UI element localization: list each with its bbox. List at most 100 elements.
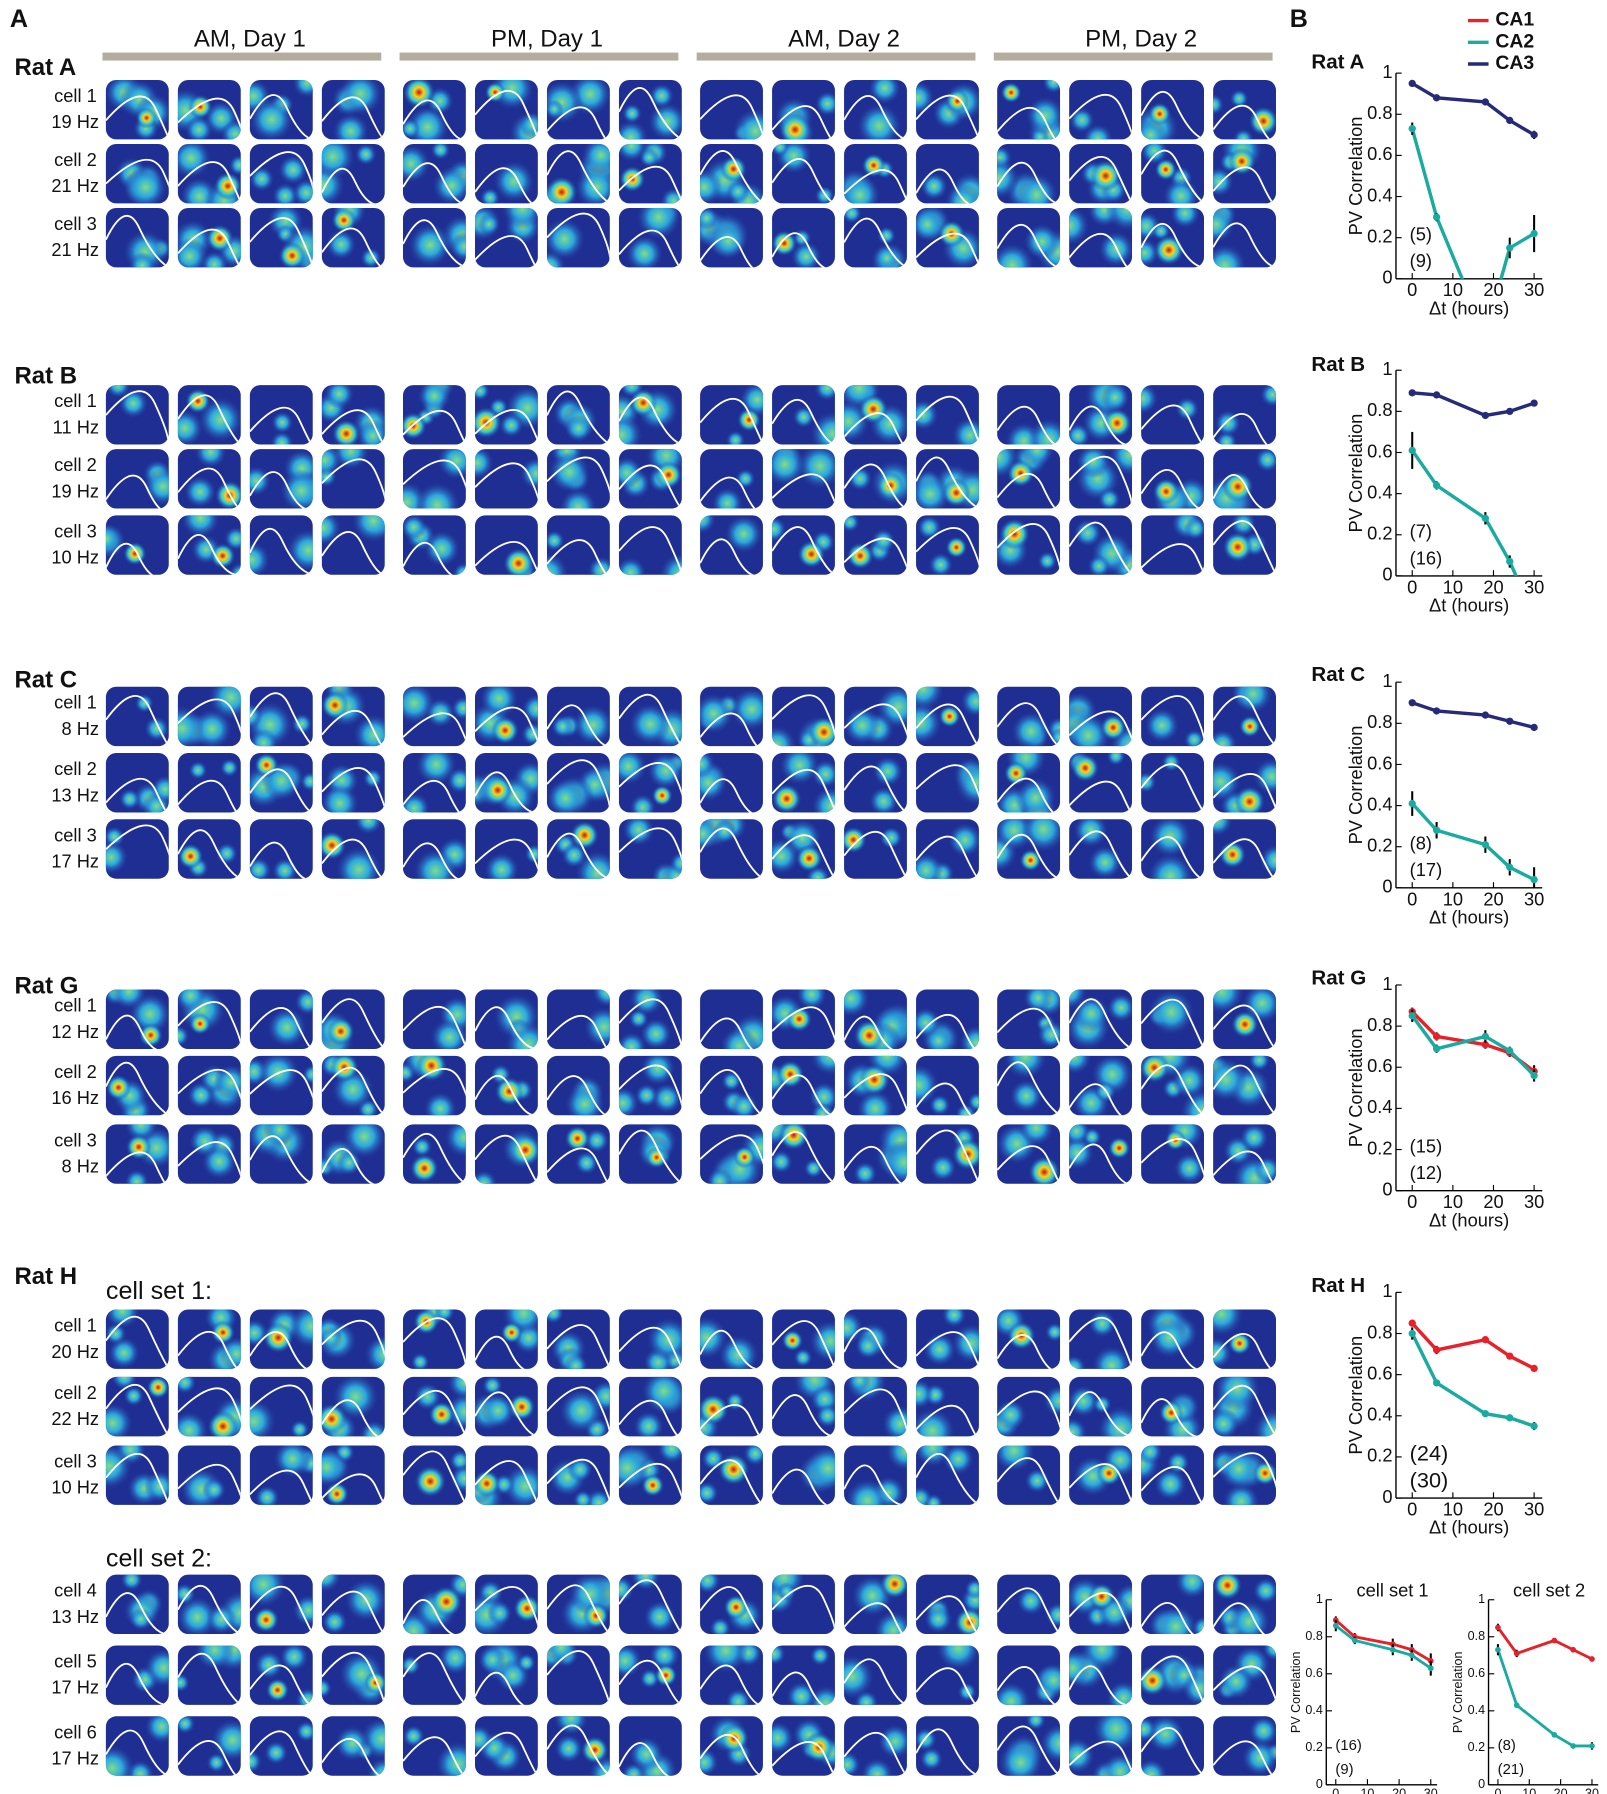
data-point	[1506, 408, 1513, 415]
rate-map	[86, 1434, 175, 1505]
rate-map	[316, 379, 390, 452]
field	[909, 853, 944, 888]
rate-map	[980, 807, 1066, 879]
field-peak	[724, 1595, 749, 1620]
y-tick-label: 0.6	[1367, 1055, 1392, 1076]
cell-rate: 19 Hz	[51, 111, 99, 132]
rate-map	[1052, 975, 1135, 1050]
cell-rate: 17 Hz	[51, 1677, 99, 1698]
rate-map	[106, 687, 169, 746]
rate-map	[174, 1575, 263, 1638]
rate-map	[322, 194, 385, 268]
field	[695, 206, 718, 229]
x-axis-label: Δt (hours)	[1429, 595, 1509, 616]
data-point	[1433, 1346, 1440, 1353]
field	[660, 554, 701, 595]
field	[952, 418, 987, 453]
field	[961, 686, 992, 717]
field-peak	[583, 1603, 609, 1629]
field-peak	[136, 107, 157, 128]
field	[174, 1583, 196, 1605]
data-point	[1409, 389, 1416, 396]
y-tick-label: 0	[1382, 1178, 1392, 1199]
field	[1255, 448, 1279, 472]
column-bar	[697, 53, 976, 61]
rate-map	[686, 806, 763, 879]
series-line	[1498, 1628, 1592, 1659]
rate-map	[990, 208, 1080, 287]
cell-name: cell 5	[54, 1650, 97, 1671]
field-peak	[877, 472, 905, 500]
field	[424, 1092, 457, 1125]
field	[908, 1486, 932, 1510]
data-point	[1433, 482, 1440, 489]
panel-label: B	[1290, 5, 1308, 33]
cell-name: cell 1	[54, 85, 97, 106]
column-bar	[102, 53, 381, 61]
rate-map	[250, 203, 330, 277]
x-tick-label: 20	[1554, 1786, 1568, 1794]
field	[494, 161, 535, 202]
rate-map	[611, 435, 687, 508]
cell-rate: 13 Hz	[51, 1606, 99, 1627]
rate-map	[475, 66, 552, 154]
rate-map	[619, 1310, 691, 1377]
rate-map	[403, 1300, 466, 1371]
rate-map	[833, 144, 909, 215]
field	[1025, 1469, 1049, 1493]
field	[480, 188, 500, 208]
field	[1036, 1663, 1071, 1698]
rate-map	[403, 1716, 481, 1786]
field	[295, 989, 321, 1015]
rate-map	[1069, 80, 1132, 154]
data-point	[1506, 244, 1513, 251]
rate-map	[1213, 1124, 1281, 1200]
cell-name: cell 3	[54, 1129, 97, 1150]
field	[695, 1482, 718, 1505]
field-peak	[546, 176, 577, 207]
legend-label: CA3	[1495, 52, 1534, 74]
field	[1176, 397, 1199, 420]
data-point	[1409, 1320, 1416, 1327]
rate-map	[842, 203, 908, 279]
field	[685, 1317, 727, 1359]
rate-map	[302, 134, 385, 206]
field	[840, 513, 859, 532]
field	[1218, 1664, 1253, 1699]
x-tick-label: 30	[1524, 1498, 1544, 1519]
x-axis-label: Δt (hours)	[1429, 907, 1509, 928]
rate-map	[312, 990, 385, 1063]
y-tick-label: 0.6	[1367, 440, 1392, 461]
rate-map	[106, 449, 182, 511]
cell-name: cell 1	[54, 692, 97, 713]
field	[832, 980, 869, 1017]
rate-map	[901, 80, 983, 139]
rate-map	[764, 440, 843, 510]
rate-map	[908, 1429, 978, 1513]
rate-map	[756, 1110, 835, 1184]
y-tick-label: 0.2	[1367, 523, 1392, 544]
rate-map	[386, 441, 476, 528]
field	[644, 1601, 676, 1633]
y-tick-label: 0.8	[1367, 102, 1392, 123]
rate-map	[475, 1638, 538, 1707]
field	[1260, 845, 1291, 876]
field-peak	[415, 1466, 446, 1497]
field	[145, 1649, 183, 1687]
x-tick-label: 10	[1522, 1786, 1536, 1794]
field	[763, 1643, 786, 1666]
chart-title: cell set 1	[1357, 1580, 1429, 1601]
field-peak	[581, 1736, 608, 1763]
field-peak	[416, 1050, 447, 1081]
field-peak	[253, 1607, 278, 1632]
rate-map	[1055, 1628, 1141, 1715]
rate-map	[250, 989, 321, 1049]
rate-map	[1141, 508, 1207, 578]
rate-map	[1069, 1442, 1138, 1505]
field	[1203, 94, 1224, 115]
rate-map	[459, 753, 549, 816]
data-point	[1506, 558, 1513, 565]
field	[1038, 551, 1057, 570]
rate-map	[1204, 129, 1276, 204]
field-peak	[1213, 1571, 1242, 1600]
